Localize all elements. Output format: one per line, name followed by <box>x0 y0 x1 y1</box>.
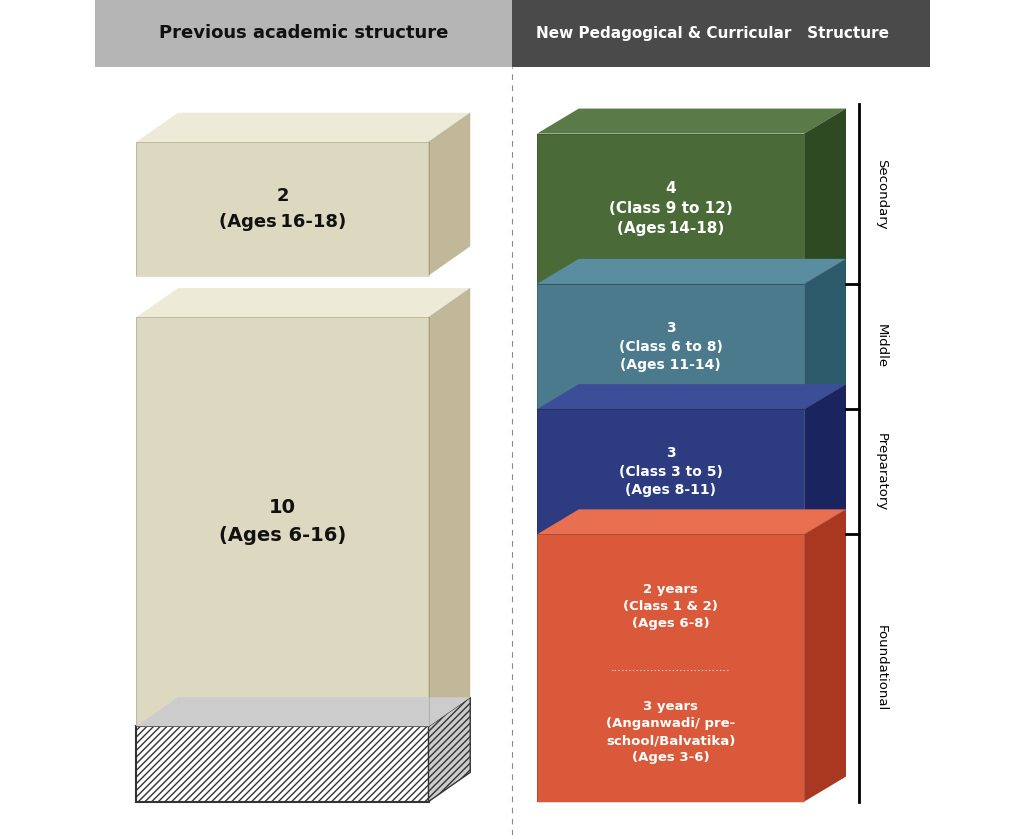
Polygon shape <box>537 409 804 534</box>
Text: .................................: ................................. <box>611 663 730 673</box>
Text: Secondary: Secondary <box>876 159 888 230</box>
Polygon shape <box>537 284 804 409</box>
Text: 3
(Class 3 to 5)
(Ages 8-11): 3 (Class 3 to 5) (Ages 8-11) <box>618 447 723 497</box>
Polygon shape <box>136 142 428 276</box>
Polygon shape <box>537 259 846 284</box>
Polygon shape <box>804 109 846 284</box>
Polygon shape <box>537 534 804 802</box>
Polygon shape <box>537 109 846 134</box>
Polygon shape <box>804 509 846 802</box>
Text: Middle: Middle <box>876 325 888 368</box>
Polygon shape <box>94 0 512 67</box>
Polygon shape <box>537 384 846 409</box>
Polygon shape <box>804 384 846 534</box>
Polygon shape <box>537 134 804 284</box>
Text: Foundational: Foundational <box>876 625 888 711</box>
Polygon shape <box>136 697 470 726</box>
Text: 2
(Ages 16-18): 2 (Ages 16-18) <box>219 186 346 231</box>
Polygon shape <box>136 113 470 142</box>
Polygon shape <box>537 509 846 534</box>
Text: Preparatory: Preparatory <box>876 433 888 511</box>
Polygon shape <box>428 113 470 276</box>
Polygon shape <box>428 697 470 802</box>
Text: 4
(Class 9 to 12)
(Ages 14-18): 4 (Class 9 to 12) (Ages 14-18) <box>609 181 732 236</box>
Text: 10
(Ages 6-16): 10 (Ages 6-16) <box>219 498 346 545</box>
Text: New Pedagogical & Curricular   Structure: New Pedagogical & Curricular Structure <box>536 26 889 41</box>
Polygon shape <box>428 288 470 726</box>
Text: 3
(Class 6 to 8)
(Ages 11-14): 3 (Class 6 to 8) (Ages 11-14) <box>618 321 723 372</box>
Text: Previous academic structure: Previous academic structure <box>159 24 447 43</box>
Polygon shape <box>136 726 428 802</box>
Polygon shape <box>136 288 470 317</box>
Text: 3 years
(Anganwadi/ pre-
school/Balvatika)
(Ages 3-6): 3 years (Anganwadi/ pre- school/Balvatik… <box>606 700 735 764</box>
Polygon shape <box>512 0 930 67</box>
Text: 2 years
(Class 1 & 2)
(Ages 6-8): 2 years (Class 1 & 2) (Ages 6-8) <box>624 583 718 630</box>
Polygon shape <box>136 317 428 726</box>
Polygon shape <box>804 259 846 409</box>
